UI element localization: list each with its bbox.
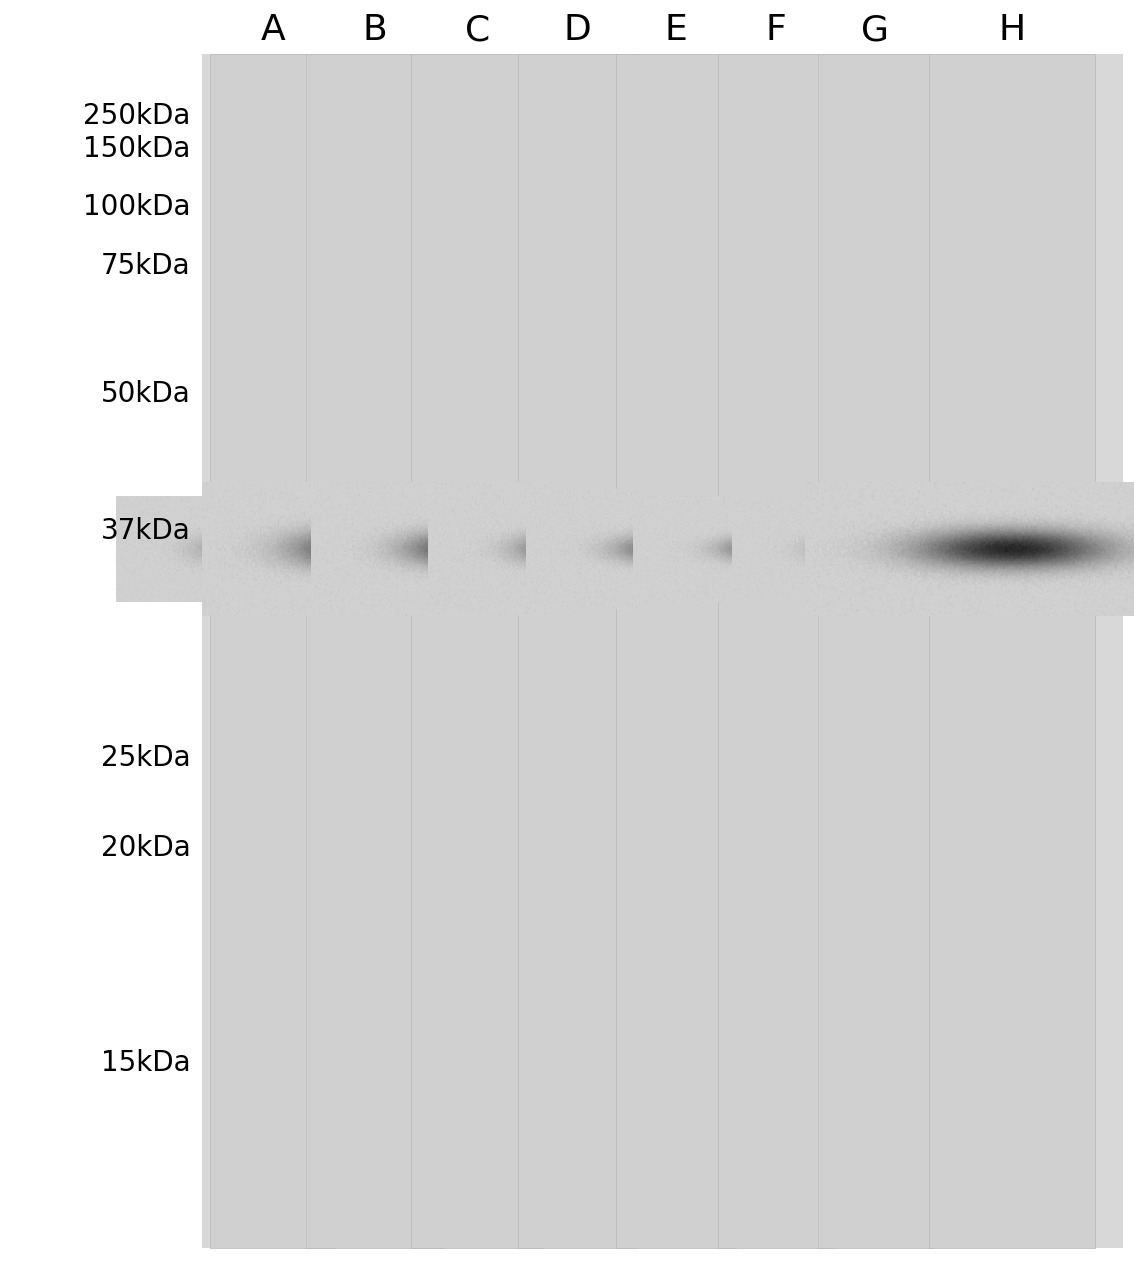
Text: 100kDa: 100kDa [83,192,191,220]
Bar [929,54,1095,1248]
Text: 37kDa: 37kDa [101,517,191,545]
Text: 15kDa: 15kDa [101,1048,191,1076]
Text: D: D [564,13,592,47]
Text: G: G [861,13,889,47]
Bar [719,54,832,1248]
Bar [411,54,543,1248]
Text: 150kDa: 150kDa [83,136,191,164]
Bar [518,54,637,1248]
Text: E: E [665,13,687,47]
Text: 20kDa: 20kDa [101,835,191,861]
Text: 25kDa: 25kDa [101,745,191,772]
Text: B: B [363,13,388,47]
Text: 250kDa: 250kDa [83,102,191,129]
Bar [306,54,445,1248]
Bar [818,54,932,1248]
Bar [202,54,1123,1248]
Text: F: F [765,13,786,47]
Text: C: C [465,13,490,47]
Text: H: H [999,13,1026,47]
Bar [616,54,736,1248]
Text: A: A [261,13,285,47]
Text: 50kDa: 50kDa [101,380,191,408]
Bar [210,54,336,1248]
Text: 75kDa: 75kDa [101,252,191,280]
